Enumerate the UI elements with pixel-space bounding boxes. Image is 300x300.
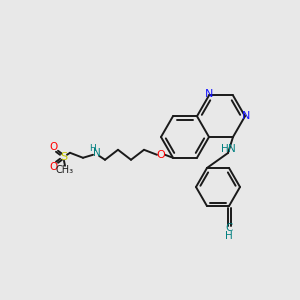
Text: N: N (205, 89, 213, 99)
Text: C: C (225, 223, 233, 233)
Text: O: O (157, 150, 165, 160)
Text: N: N (242, 111, 250, 121)
Text: O: O (50, 162, 58, 172)
Text: N: N (228, 144, 236, 154)
Text: H: H (221, 144, 229, 154)
Text: N: N (93, 148, 101, 158)
Text: CH₃: CH₃ (56, 165, 74, 175)
Text: H: H (225, 231, 233, 241)
Text: H: H (88, 144, 95, 153)
Text: S: S (60, 152, 68, 162)
Text: O: O (50, 142, 58, 152)
